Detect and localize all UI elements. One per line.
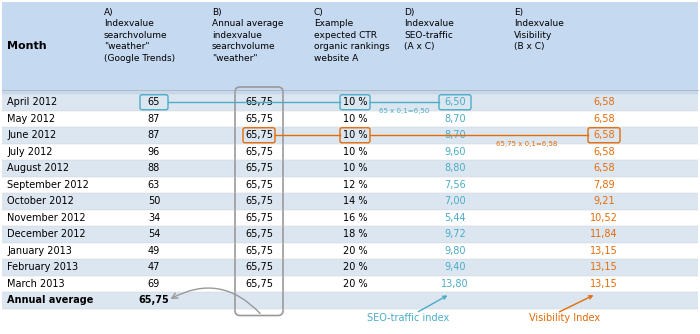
Text: 10 %: 10 %: [343, 130, 368, 140]
Text: 65,75 x 0,1=6,58: 65,75 x 0,1=6,58: [496, 141, 557, 147]
Text: 50: 50: [148, 196, 160, 206]
Text: 65,75: 65,75: [245, 279, 273, 289]
Text: 6,58: 6,58: [593, 114, 615, 124]
Bar: [2, 226, 698, 242]
Text: Annual average: Annual average: [7, 295, 93, 305]
Text: 54: 54: [148, 229, 160, 239]
Text: 12 %: 12 %: [343, 180, 368, 190]
Text: May 2012: May 2012: [7, 114, 55, 124]
Text: 65,75: 65,75: [245, 97, 273, 107]
Text: June 2012: June 2012: [7, 130, 56, 140]
Bar: [2, 193, 698, 209]
Text: 5,44: 5,44: [444, 213, 466, 223]
Text: 6,50: 6,50: [444, 97, 466, 107]
Text: 69: 69: [148, 279, 160, 289]
Bar: [2, 144, 698, 160]
Text: 65,75: 65,75: [245, 163, 273, 173]
Text: 65,75: 65,75: [139, 295, 169, 305]
Text: 6,58: 6,58: [593, 163, 615, 173]
Bar: [2, 160, 698, 176]
Bar: [2, 90, 698, 94]
Text: October 2012: October 2012: [7, 196, 74, 206]
Text: 7,56: 7,56: [444, 180, 466, 190]
Text: 14 %: 14 %: [343, 196, 368, 206]
Text: 65,75: 65,75: [245, 246, 273, 256]
Text: 8,70: 8,70: [444, 130, 466, 140]
Text: 10 %: 10 %: [343, 163, 368, 173]
Text: 10 %: 10 %: [343, 147, 368, 157]
Text: January 2013: January 2013: [7, 246, 72, 256]
Text: Month: Month: [7, 41, 47, 51]
Text: 65,75: 65,75: [245, 147, 273, 157]
Text: 65,75: 65,75: [245, 180, 273, 190]
Text: 6,58: 6,58: [593, 130, 615, 140]
Bar: [2, 127, 698, 144]
Text: 65,75: 65,75: [245, 130, 273, 140]
Text: 9,60: 9,60: [444, 147, 466, 157]
Text: 96: 96: [148, 147, 160, 157]
Text: 9,72: 9,72: [444, 229, 466, 239]
Text: 10,52: 10,52: [590, 213, 618, 223]
Text: SEO-traffic index: SEO-traffic index: [367, 313, 449, 323]
Bar: [2, 176, 698, 193]
Text: March 2013: March 2013: [7, 279, 64, 289]
Text: 7,00: 7,00: [444, 196, 466, 206]
Bar: [2, 259, 698, 276]
Bar: [2, 276, 698, 292]
Text: 8,70: 8,70: [444, 114, 466, 124]
Bar: [2, 242, 698, 259]
Text: E)
Indexvalue
Visibility
(B x C): E) Indexvalue Visibility (B x C): [514, 8, 564, 51]
Text: 8,80: 8,80: [444, 163, 466, 173]
Text: 65: 65: [148, 97, 160, 107]
Text: 16 %: 16 %: [343, 213, 368, 223]
Bar: [2, 209, 698, 226]
Text: 7,89: 7,89: [593, 180, 615, 190]
Bar: [2, 292, 698, 309]
Text: C)
Example
expected CTR
organic rankings
website A: C) Example expected CTR organic rankings…: [314, 8, 390, 63]
Text: 6,58: 6,58: [593, 97, 615, 107]
Text: 88: 88: [148, 163, 160, 173]
Text: 6,58: 6,58: [593, 147, 615, 157]
Text: 13,15: 13,15: [590, 262, 618, 272]
Text: April 2012: April 2012: [7, 97, 57, 107]
Text: B)
Annual average
indexvalue
searchvolume
"weather": B) Annual average indexvalue searchvolum…: [212, 8, 284, 63]
Text: 49: 49: [148, 246, 160, 256]
Text: 87: 87: [148, 114, 160, 124]
Text: 9,80: 9,80: [444, 246, 466, 256]
Text: 9,21: 9,21: [593, 196, 615, 206]
Text: 10 %: 10 %: [343, 114, 368, 124]
Text: 9,40: 9,40: [444, 262, 466, 272]
Bar: [2, 94, 698, 111]
Text: Visibility Index: Visibility Index: [529, 313, 601, 323]
Text: 13,15: 13,15: [590, 279, 618, 289]
Text: 65 x 0,1=6,50: 65 x 0,1=6,50: [379, 108, 430, 114]
Text: 11,84: 11,84: [590, 229, 618, 239]
Text: D)
Indexvalue
SEO-traffic
(A x C): D) Indexvalue SEO-traffic (A x C): [404, 8, 454, 51]
Text: 20 %: 20 %: [343, 262, 368, 272]
Text: 87: 87: [148, 130, 160, 140]
Text: September 2012: September 2012: [7, 180, 89, 190]
Text: 13,15: 13,15: [590, 246, 618, 256]
Text: 10 %: 10 %: [343, 97, 368, 107]
Text: 65,75: 65,75: [245, 213, 273, 223]
Text: 47: 47: [148, 262, 160, 272]
Text: 20 %: 20 %: [343, 279, 368, 289]
Text: 63: 63: [148, 180, 160, 190]
Bar: [2, 2, 698, 90]
Text: 13,80: 13,80: [441, 279, 469, 289]
Text: 65,75: 65,75: [245, 114, 273, 124]
Bar: [2, 111, 698, 127]
Text: 18 %: 18 %: [343, 229, 368, 239]
Text: 65,75: 65,75: [245, 262, 273, 272]
Text: February 2013: February 2013: [7, 262, 78, 272]
Text: November 2012: November 2012: [7, 213, 85, 223]
Text: 65,75: 65,75: [245, 229, 273, 239]
Text: 34: 34: [148, 213, 160, 223]
Text: December 2012: December 2012: [7, 229, 85, 239]
Text: A)
Indexvalue
searchvolume
"weather"
(Google Trends): A) Indexvalue searchvolume "weather" (Go…: [104, 8, 175, 63]
Text: August 2012: August 2012: [7, 163, 69, 173]
Text: 20 %: 20 %: [343, 246, 368, 256]
Text: July 2012: July 2012: [7, 147, 52, 157]
Text: 65,75: 65,75: [245, 196, 273, 206]
